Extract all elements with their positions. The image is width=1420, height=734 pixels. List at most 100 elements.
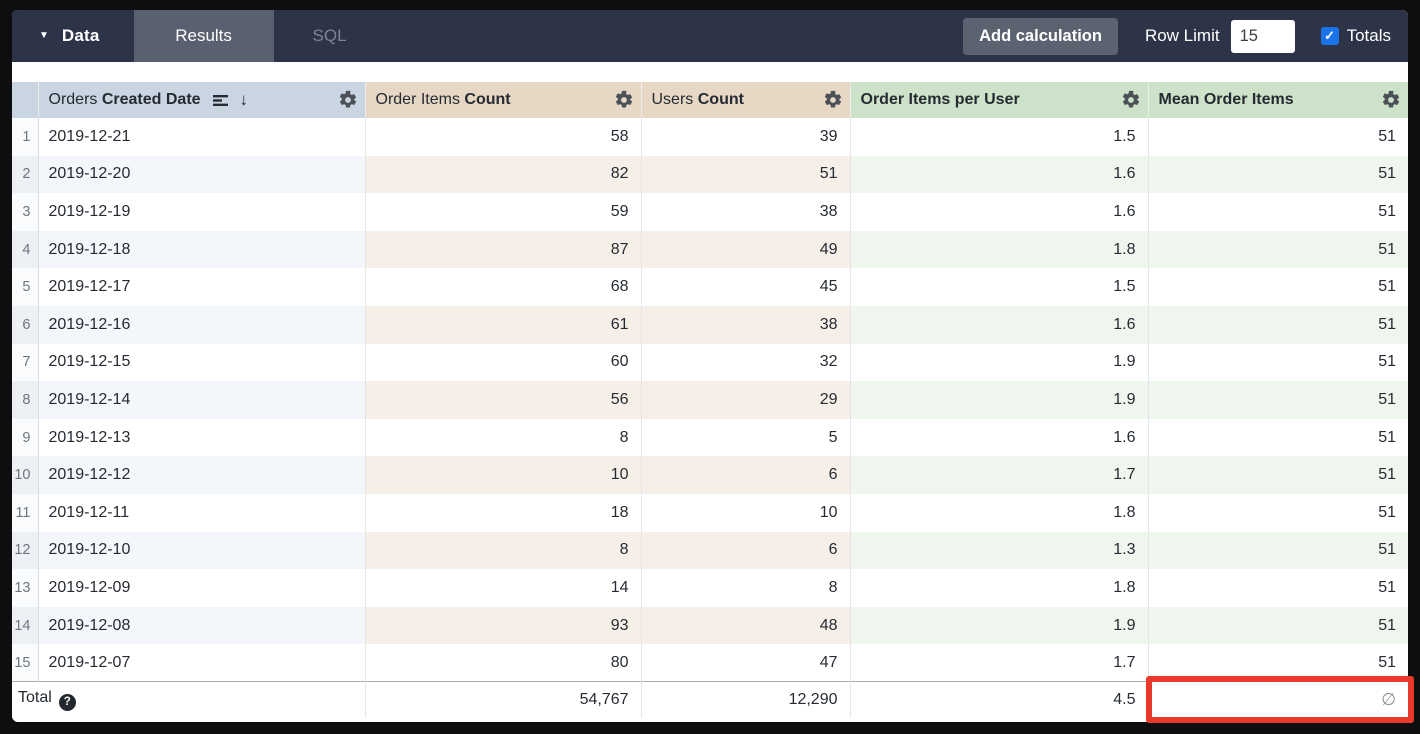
order-items-count-cell[interactable]: 8 [365,418,642,457]
gear-icon[interactable] [614,90,634,110]
order-items-per-user-cell[interactable]: 1.8 [850,569,1149,607]
mean-order-items-cell[interactable]: 51 [1378,503,1396,521]
orders-created-date-cell[interactable]: 2019-12-09 [38,569,366,607]
users-count-cell[interactable]: 10 [641,493,851,532]
mean-order-items-cell[interactable]: 51 [1148,230,1408,269]
order-items-per-user-cell[interactable]: 1.9 [850,343,1149,382]
column-header-orders-created-date[interactable]: Orders Created Date ↓ [38,82,366,118]
tab-sql[interactable]: SQL [312,26,347,45]
order-items-per-user-cell[interactable]: 1.5 [850,118,1149,156]
users-count-cell[interactable]: 38 [641,305,851,344]
order-items-count-cell[interactable]: 80 [365,644,642,682]
users-count-cell[interactable]: 8 [641,569,851,607]
users-count-cell[interactable]: 39 [641,118,851,156]
column-header-users-count[interactable]: Users Count [641,82,851,118]
mean-order-items-cell[interactable]: 51 [1378,278,1396,296]
orders-created-date-cell[interactable]: 2019-12-14 [38,381,366,419]
total-order-items-per-user: 4.5 [850,681,1149,718]
mean-order-items-cell[interactable]: 51 [1148,305,1408,344]
mean-order-items-cell[interactable]: 51 [1378,353,1396,371]
orders-created-date-cell[interactable]: 2019-12-11 [38,493,366,532]
orders-created-date-cell[interactable]: 2019-12-07 [38,644,366,682]
orders-created-date-cell[interactable]: 2019-12-18 [38,230,366,269]
row-number: 6 [12,305,39,344]
order-items-count-cell[interactable]: 87 [365,230,642,269]
users-count-cell[interactable]: 6 [641,531,851,570]
users-count-cell[interactable]: 49 [641,230,851,269]
gear-icon[interactable] [1381,90,1401,110]
orders-created-date-cell[interactable]: 2019-12-15 [38,343,366,382]
orders-created-date-cell[interactable]: 2019-12-20 [38,155,366,194]
order-items-per-user-cell[interactable]: 1.9 [850,381,1149,419]
order-items-count-cell[interactable]: 68 [365,268,642,306]
orders-created-date-cell[interactable]: 2019-12-17 [38,268,366,306]
mean-order-items-cell[interactable]: 51 [1148,155,1408,194]
users-count-cell[interactable]: 29 [641,381,851,419]
users-count-cell[interactable]: 45 [641,268,851,306]
order-items-count-cell[interactable]: 10 [365,456,642,494]
orders-created-date-cell[interactable]: 2019-12-08 [38,606,366,645]
order-items-per-user-cell[interactable]: 1.6 [850,305,1149,344]
column-header-order-items-per-user[interactable]: Order Items per User [850,82,1149,118]
users-count-cell[interactable]: 6 [641,456,851,494]
totals-toggle[interactable]: ✓ Totals [1320,26,1391,46]
column-header-order-items-count[interactable]: Order Items Count [365,82,642,118]
column-header-mean-order-items[interactable]: Mean Order Items [1148,82,1408,118]
users-count-cell[interactable]: 5 [641,418,851,457]
orders-created-date-cell[interactable]: 2019-12-21 [38,118,366,156]
gear-icon[interactable] [338,90,358,110]
data-section-toggle[interactable]: ▼ Data [12,10,134,62]
users-count-cell[interactable]: 48 [641,606,851,645]
gear-icon[interactable] [1121,90,1141,110]
help-icon[interactable]: ? [58,693,76,711]
mean-order-items-cell[interactable]: 51 [1148,606,1408,645]
order-items-count-cell[interactable]: 18 [365,493,642,532]
order-items-per-user-cell[interactable]: 1.3 [850,531,1149,570]
users-count-cell[interactable]: 51 [641,155,851,194]
mean-order-items-cell[interactable]: 51 [1378,428,1396,446]
users-count-cell[interactable]: 32 [641,343,851,382]
order-items-per-user-cell[interactable]: 1.6 [850,193,1149,231]
table-row: 8 2019-12-14 56 29 1.9 51 [12,381,1408,419]
tab-results[interactable]: Results [133,10,274,62]
mean-order-items-cell[interactable]: 51 [1148,456,1408,494]
order-items-count-cell[interactable]: 59 [365,193,642,231]
order-items-count-cell[interactable]: 61 [365,305,642,344]
order-items-per-user-cell[interactable]: 1.6 [850,418,1149,457]
mean-order-items-cell[interactable]: 51 [1148,381,1408,419]
row-limit-input[interactable] [1230,19,1295,53]
users-count-cell[interactable]: 38 [641,193,851,231]
order-items-count-cell[interactable]: 14 [365,569,642,607]
mean-order-items-cell[interactable]: 51 [1378,653,1396,671]
order-items-count-cell[interactable]: 58 [365,118,642,156]
gear-icon[interactable] [823,90,843,110]
column-field-name: Order Items per User [860,91,1020,108]
mean-order-items-cell[interactable]: 51 [1378,202,1396,220]
users-count-cell[interactable]: 47 [641,644,851,682]
order-items-per-user-cell[interactable]: 1.8 [850,230,1149,269]
row-number: 11 [12,493,39,532]
add-calculation-button[interactable]: Add calculation [963,17,1118,55]
order-items-per-user-cell[interactable]: 1.8 [850,493,1149,532]
order-items-per-user-cell[interactable]: 1.9 [850,606,1149,645]
mean-order-items-cell[interactable]: 51 [1378,127,1396,145]
mean-order-items-cell[interactable]: 51 [1378,578,1396,596]
order-items-count-cell[interactable]: 60 [365,343,642,382]
order-items-per-user-cell[interactable]: 1.7 [850,644,1149,682]
mean-order-items-cell[interactable]: 51 [1148,531,1408,570]
order-items-per-user-cell[interactable]: 1.6 [850,155,1149,194]
orders-created-date-cell[interactable]: 2019-12-10 [38,531,366,570]
totals-checkbox[interactable]: ✓ [1320,27,1339,45]
order-items-per-user-cell[interactable]: 1.5 [850,268,1149,306]
orders-created-date-cell[interactable]: 2019-12-19 [38,193,366,231]
orders-created-date-cell[interactable]: 2019-12-13 [38,418,366,457]
sort-descending-arrow-icon[interactable]: ↓ [239,90,249,109]
order-items-count-cell[interactable]: 56 [365,381,642,419]
orders-created-date-cell[interactable]: 2019-12-12 [38,456,366,494]
order-items-count-cell[interactable]: 8 [365,531,642,570]
order-items-count-cell[interactable]: 82 [365,155,642,194]
orders-created-date-cell[interactable]: 2019-12-16 [38,305,366,344]
group-sort-icon[interactable] [212,94,230,107]
order-items-count-cell[interactable]: 93 [365,606,642,645]
order-items-per-user-cell[interactable]: 1.7 [850,456,1149,494]
